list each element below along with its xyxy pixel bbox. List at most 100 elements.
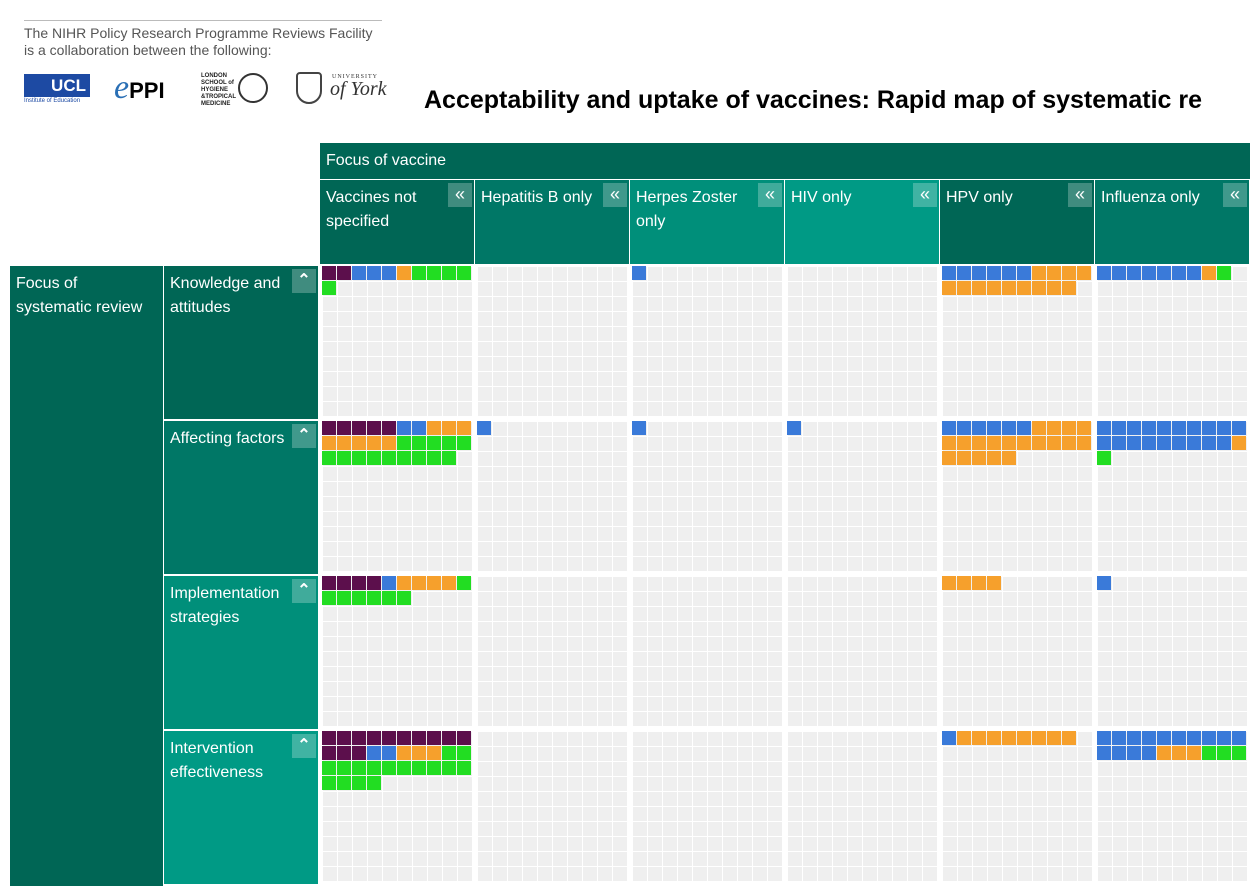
review-square[interactable] xyxy=(337,776,351,790)
review-square[interactable] xyxy=(987,436,1001,450)
review-square[interactable] xyxy=(1097,421,1111,435)
review-square[interactable] xyxy=(457,266,471,280)
review-square[interactable] xyxy=(1017,281,1031,295)
review-square[interactable] xyxy=(632,421,646,435)
review-square[interactable] xyxy=(427,451,441,465)
review-square[interactable] xyxy=(1127,266,1141,280)
review-square[interactable] xyxy=(322,776,336,790)
review-square[interactable] xyxy=(1002,731,1016,745)
review-square[interactable] xyxy=(382,731,396,745)
review-square[interactable] xyxy=(457,576,471,590)
review-square[interactable] xyxy=(972,576,986,590)
review-square[interactable] xyxy=(1127,421,1141,435)
review-square[interactable] xyxy=(442,761,456,775)
map-cell[interactable] xyxy=(477,421,627,571)
review-square[interactable] xyxy=(1127,746,1141,760)
map-cell[interactable] xyxy=(477,266,627,416)
review-square[interactable] xyxy=(1077,436,1091,450)
review-square[interactable] xyxy=(632,266,646,280)
review-square[interactable] xyxy=(352,731,366,745)
map-cell[interactable] xyxy=(632,266,782,416)
review-square[interactable] xyxy=(1187,266,1201,280)
review-square[interactable] xyxy=(1157,266,1171,280)
review-square[interactable] xyxy=(1002,451,1016,465)
review-square[interactable] xyxy=(397,746,411,760)
review-square[interactable] xyxy=(427,746,441,760)
review-square[interactable] xyxy=(337,746,351,760)
review-square[interactable] xyxy=(1032,421,1046,435)
review-square[interactable] xyxy=(322,746,336,760)
review-square[interactable] xyxy=(1077,421,1091,435)
double-chevron-up-icon[interactable]: ⌃ xyxy=(292,424,316,448)
review-square[interactable] xyxy=(1232,421,1246,435)
review-square[interactable] xyxy=(397,761,411,775)
review-square[interactable] xyxy=(1202,266,1216,280)
double-chevron-left-icon[interactable]: « xyxy=(603,183,627,207)
review-square[interactable] xyxy=(1172,266,1186,280)
review-square[interactable] xyxy=(1097,451,1111,465)
review-square[interactable] xyxy=(337,761,351,775)
review-square[interactable] xyxy=(1097,266,1111,280)
review-square[interactable] xyxy=(412,576,426,590)
review-square[interactable] xyxy=(1047,731,1061,745)
review-square[interactable] xyxy=(1002,281,1016,295)
review-square[interactable] xyxy=(322,451,336,465)
review-square[interactable] xyxy=(1112,731,1126,745)
double-chevron-up-icon[interactable]: ⌃ xyxy=(292,579,316,603)
review-square[interactable] xyxy=(1217,436,1231,450)
review-square[interactable] xyxy=(1032,281,1046,295)
review-square[interactable] xyxy=(322,761,336,775)
review-square[interactable] xyxy=(382,746,396,760)
review-square[interactable] xyxy=(382,421,396,435)
review-square[interactable] xyxy=(1202,421,1216,435)
double-chevron-up-icon[interactable]: ⌃ xyxy=(292,269,316,293)
review-square[interactable] xyxy=(1112,266,1126,280)
review-square[interactable] xyxy=(367,731,381,745)
review-square[interactable] xyxy=(457,421,471,435)
review-square[interactable] xyxy=(1202,731,1216,745)
ucl-logo[interactable]: UCL Institute of Education xyxy=(24,74,90,105)
review-square[interactable] xyxy=(442,436,456,450)
review-square[interactable] xyxy=(1157,731,1171,745)
review-square[interactable] xyxy=(1002,266,1016,280)
review-square[interactable] xyxy=(367,591,381,605)
map-cell[interactable] xyxy=(942,421,1092,571)
review-square[interactable] xyxy=(352,591,366,605)
review-square[interactable] xyxy=(1217,746,1231,760)
review-square[interactable] xyxy=(942,436,956,450)
review-square[interactable] xyxy=(942,281,956,295)
map-cell[interactable] xyxy=(1097,731,1247,881)
review-square[interactable] xyxy=(337,731,351,745)
map-cell[interactable] xyxy=(477,576,627,726)
review-square[interactable] xyxy=(1017,436,1031,450)
review-square[interactable] xyxy=(442,451,456,465)
map-cell[interactable] xyxy=(322,421,472,571)
review-square[interactable] xyxy=(1112,436,1126,450)
map-cell[interactable] xyxy=(1097,576,1247,726)
review-square[interactable] xyxy=(1112,746,1126,760)
review-square[interactable] xyxy=(1112,421,1126,435)
review-square[interactable] xyxy=(1142,746,1156,760)
review-square[interactable] xyxy=(1047,436,1061,450)
review-square[interactable] xyxy=(442,266,456,280)
review-square[interactable] xyxy=(1002,421,1016,435)
review-square[interactable] xyxy=(352,266,366,280)
review-square[interactable] xyxy=(1217,266,1231,280)
review-square[interactable] xyxy=(942,451,956,465)
review-square[interactable] xyxy=(457,436,471,450)
review-square[interactable] xyxy=(397,576,411,590)
review-square[interactable] xyxy=(427,266,441,280)
review-square[interactable] xyxy=(957,421,971,435)
review-square[interactable] xyxy=(412,436,426,450)
review-square[interactable] xyxy=(397,266,411,280)
review-square[interactable] xyxy=(1202,746,1216,760)
review-square[interactable] xyxy=(337,576,351,590)
review-square[interactable] xyxy=(957,281,971,295)
double-chevron-left-icon[interactable]: « xyxy=(913,183,937,207)
review-square[interactable] xyxy=(1062,266,1076,280)
review-square[interactable] xyxy=(1232,746,1246,760)
review-square[interactable] xyxy=(367,266,381,280)
review-square[interactable] xyxy=(442,576,456,590)
review-square[interactable] xyxy=(1172,746,1186,760)
review-square[interactable] xyxy=(367,576,381,590)
